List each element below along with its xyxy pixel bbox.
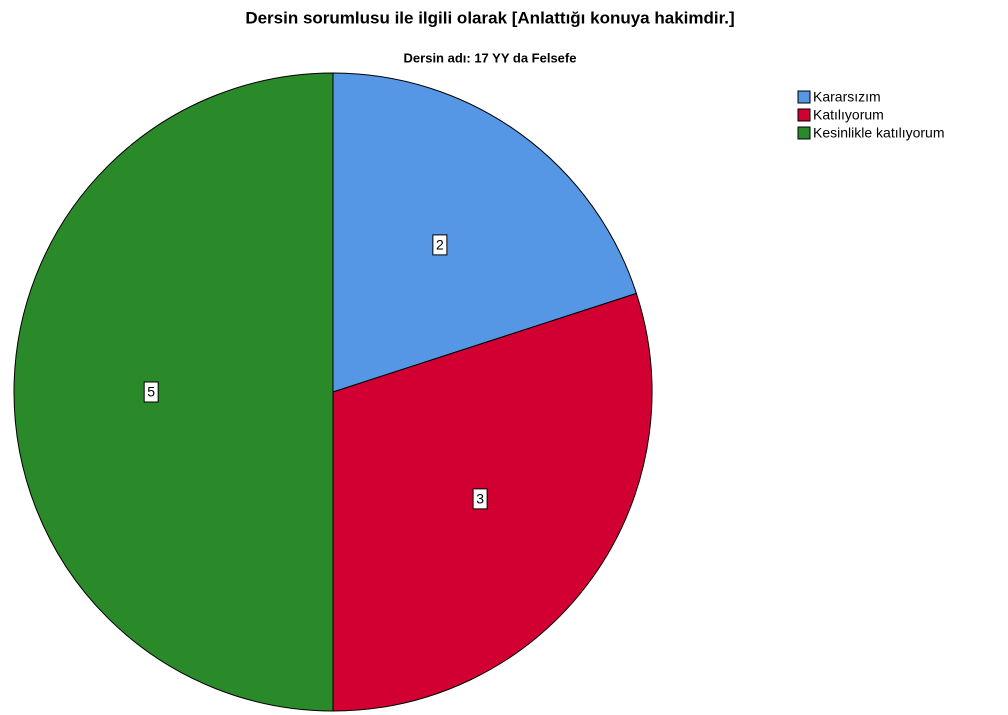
legend-label: Katılıyorum [813, 107, 884, 123]
chart-subtitle: Dersin adı: 17 YY da Felsefe [404, 50, 577, 65]
pie-slice [332, 72, 638, 393]
legend-label: Kesinlikle katılıyorum [813, 125, 945, 141]
data-label: 3 [476, 491, 484, 507]
chart-title: Dersin sorumlusu ile ilgili olarak [Anla… [245, 8, 734, 27]
data-label: 5 [147, 384, 155, 400]
legend-label: Kararsızım [813, 89, 881, 105]
data-label: 2 [436, 237, 444, 253]
legend-swatch [797, 90, 811, 104]
pie-slice [332, 292, 653, 712]
data-label-box [472, 488, 488, 510]
data-label-box [143, 381, 159, 403]
data-label-box [432, 234, 448, 256]
pie-slice [13, 72, 334, 712]
legend-swatch [797, 126, 811, 140]
legend-swatch [797, 108, 811, 122]
